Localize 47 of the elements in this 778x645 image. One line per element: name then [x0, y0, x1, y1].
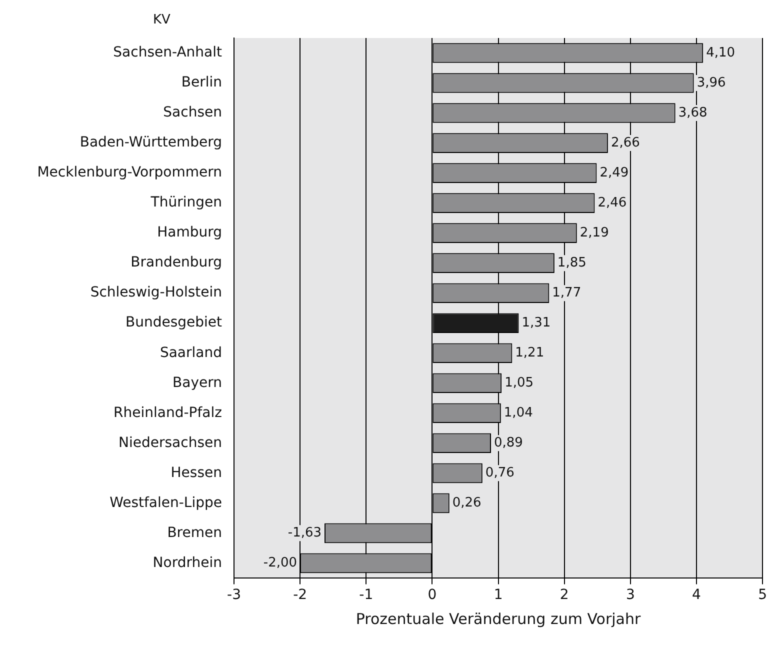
x-tick-label: -1	[359, 587, 374, 604]
y-tick-label: Bayern	[172, 374, 222, 391]
x-tick-label: 5	[758, 587, 768, 604]
y-tick-label: Brandenburg	[130, 254, 222, 271]
y-tick-label: Berlin	[181, 74, 222, 91]
y-tick-label: Thüringen	[150, 194, 222, 211]
data-label: 1,04	[504, 406, 533, 421]
x-tick-label: 0	[428, 587, 437, 604]
y-tick-label: Bremen	[167, 524, 222, 541]
data-label: -1,63	[288, 526, 322, 541]
data-label: 2,49	[600, 165, 629, 180]
x-tick-label: -3	[227, 587, 241, 604]
x-tick-label: -2	[293, 587, 308, 604]
x-tick-label: 2	[560, 587, 569, 604]
x-tick-label: 3	[626, 587, 635, 604]
x-axis-title: Prozentuale Veränderung zum Vorjahr	[356, 610, 642, 628]
data-label: 0,26	[452, 496, 482, 511]
y-tick-label: Westfalen-Lippe	[110, 494, 222, 511]
y-tick-label: Niedersachsen	[118, 434, 222, 451]
data-label: 2,46	[598, 195, 627, 210]
data-label: 1,05	[504, 376, 534, 391]
data-label: 3,96	[696, 75, 726, 90]
x-tick-label: 1	[494, 587, 503, 604]
y-tick-label: Sachsen	[163, 104, 222, 121]
data-label: 0,76	[485, 466, 514, 481]
y-tick-label: Saarland	[160, 344, 222, 361]
data-label: 2,19	[580, 225, 609, 240]
y-tick-label: Schleswig-Holstein	[90, 284, 222, 301]
data-label: 2,66	[610, 135, 640, 150]
x-tick-label: 4	[692, 587, 702, 604]
y-tick-label: Hamburg	[157, 224, 222, 241]
y-axis-title: KV	[153, 12, 171, 28]
y-tick-label: Nordrhein	[152, 554, 222, 571]
data-label: -2,00	[263, 556, 298, 571]
data-label: 1,21	[515, 345, 544, 360]
y-tick-label: Mecklenburg-Vorpommern	[37, 164, 222, 181]
data-label: 0,89	[494, 436, 523, 451]
y-tick-label: Bundesgebiet	[125, 314, 223, 331]
data-label: 3,68	[678, 105, 708, 120]
y-tick-label: Sachsen-Anhalt	[113, 44, 223, 61]
y-tick-label: Hessen	[170, 464, 222, 481]
data-label: 1,31	[522, 315, 551, 330]
data-label: 1,85	[557, 255, 586, 270]
y-tick-label: Rheinland-Pfalz	[114, 404, 222, 421]
data-label: 1,77	[552, 285, 582, 300]
y-tick-label: Baden-Württemberg	[80, 134, 222, 151]
data-label: 4,10	[706, 45, 736, 60]
